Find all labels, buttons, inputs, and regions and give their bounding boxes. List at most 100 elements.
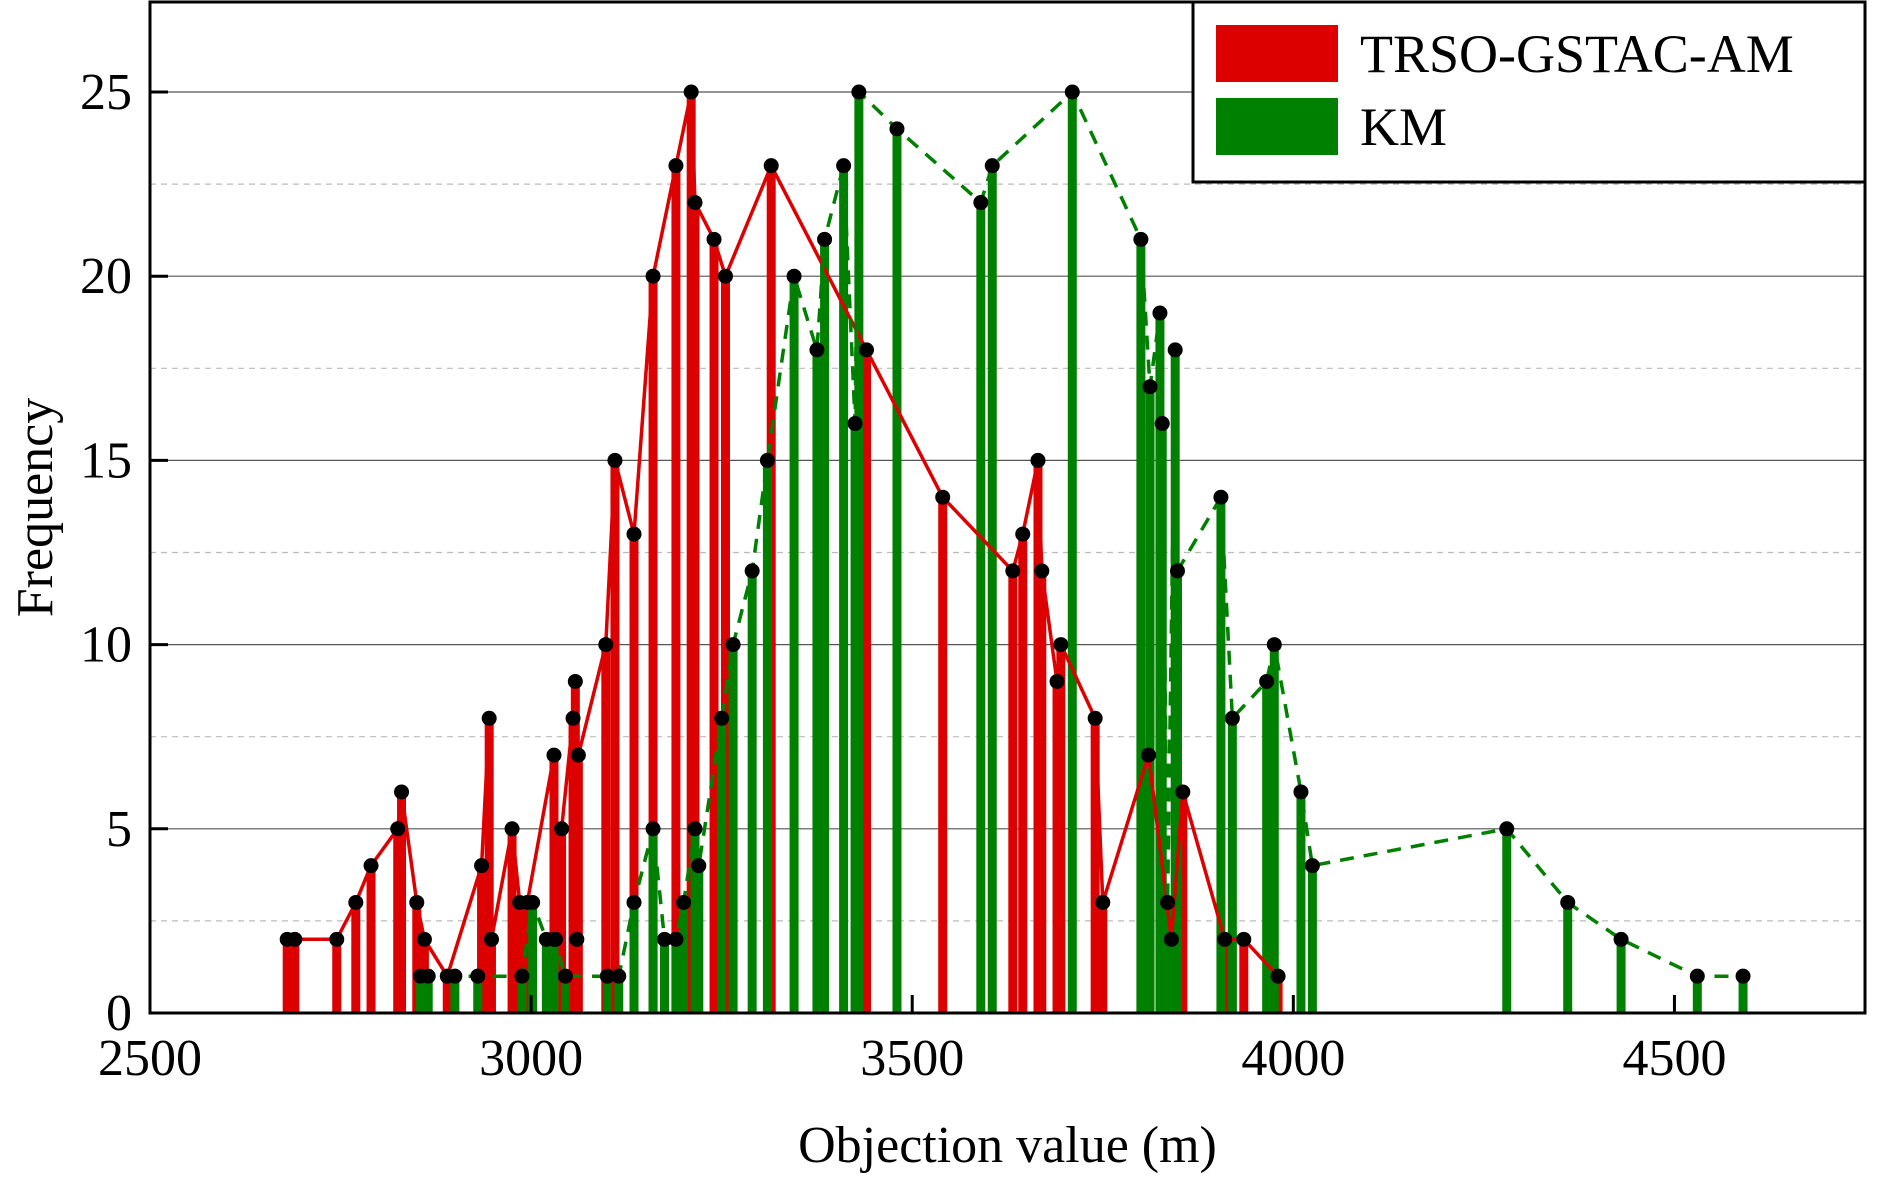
data-point-trso-gstac-am [348, 894, 364, 910]
data-point-km [676, 894, 692, 910]
data-point-km [1160, 894, 1176, 910]
data-point-trso-gstac-am [935, 489, 951, 505]
bar-trso-gstac-am [366, 865, 376, 1013]
legend-label-km: KM [1360, 97, 1447, 157]
bar-trso-gstac-am [332, 939, 342, 1013]
data-point-km [847, 416, 863, 432]
bar-km [602, 976, 612, 1013]
bar-km [1136, 239, 1146, 1014]
data-point-km [611, 968, 627, 984]
data-point-km [420, 968, 436, 984]
data-point-km [691, 858, 707, 874]
bar-km [1616, 939, 1626, 1013]
series-line-trso-gstac-am [287, 90, 1280, 978]
bar-trso-gstac-am [477, 865, 487, 1013]
grid-lines [150, 91, 1865, 922]
data-point-trso-gstac-am [1217, 931, 1233, 947]
legend-swatch-trso-gstac-am [1216, 25, 1338, 82]
bar-trso-gstac-am [442, 976, 452, 1013]
data-point-km [687, 821, 703, 837]
bar-km [1738, 976, 1748, 1013]
bar-km [839, 165, 849, 1013]
x-axis-title: Objection value (m) [798, 1117, 1217, 1174]
bar-km [517, 976, 527, 1013]
bar-km [473, 976, 483, 1013]
bar-km [1157, 423, 1167, 1013]
bar-trso-gstac-am [938, 497, 948, 1013]
bar-km [541, 939, 551, 1013]
data-point-trso-gstac-am [763, 158, 779, 174]
bar-trso-gstac-am [690, 202, 700, 1013]
data-point-trso-gstac-am [481, 710, 497, 726]
bar-km [629, 902, 639, 1013]
bar-trso-gstac-am [1056, 644, 1066, 1013]
data-point-km [525, 894, 541, 910]
bar-km [614, 976, 624, 1013]
data-point-km [1064, 84, 1080, 100]
bar-trso-gstac-am [412, 902, 422, 1013]
data-point-trso-gstac-am [416, 931, 432, 947]
data-point-km [1560, 894, 1576, 910]
bar-km [1145, 386, 1155, 1014]
bar-km [976, 202, 986, 1013]
data-point-trso-gstac-am [626, 526, 642, 542]
bar-trso-gstac-am [397, 791, 407, 1013]
bar-km [1296, 791, 1306, 1013]
bar-trso-gstac-am [1178, 791, 1188, 1013]
bar-km [747, 570, 757, 1013]
data-point-trso-gstac-am [554, 821, 570, 837]
data-point-km [1259, 673, 1275, 689]
data-point-km [470, 968, 486, 984]
data-point-km [1152, 305, 1168, 321]
data-point-trso-gstac-am [1034, 563, 1050, 579]
bar-trso-gstac-am [1018, 534, 1028, 1013]
y-tick-label: 5 [106, 801, 132, 858]
y-axis-title: Frequency [7, 398, 64, 617]
x-tick-label: 3000 [479, 1030, 583, 1087]
bar-km [854, 92, 864, 1013]
data-point-trso-gstac-am [717, 268, 733, 284]
data-point-km [626, 894, 642, 910]
bar-km [648, 828, 658, 1013]
bar-km [1163, 902, 1173, 1013]
data-point-trso-gstac-am [504, 821, 520, 837]
data-point-km [759, 452, 775, 468]
bar-km [762, 460, 772, 1013]
data-point-trso-gstac-am [1053, 637, 1069, 653]
y-tick-label: 10 [80, 617, 132, 674]
x-tick-label: 4500 [1622, 1030, 1726, 1087]
data-point-trso-gstac-am [1049, 673, 1065, 689]
bar-trso-gstac-am [648, 276, 658, 1013]
data-points [279, 84, 1751, 984]
data-point-km [809, 342, 825, 358]
data-point-trso-gstac-am [567, 673, 583, 689]
legend-swatch-km [1216, 98, 1338, 155]
bar-km [450, 976, 460, 1013]
data-point-km [1167, 342, 1183, 358]
data-point-km [546, 931, 562, 947]
data-point-km [447, 968, 463, 984]
data-point-trso-gstac-am [668, 158, 684, 174]
bar-km [694, 865, 704, 1013]
data-point-km [714, 710, 730, 726]
bar-km [423, 976, 433, 1013]
bar-km [1216, 497, 1226, 1013]
data-point-trso-gstac-am [645, 268, 661, 284]
y-tick-label: 15 [80, 432, 132, 489]
bar-km [987, 165, 997, 1013]
y-tick-label: 20 [80, 248, 132, 305]
data-point-trso-gstac-am [569, 931, 585, 947]
data-point-km [786, 268, 802, 284]
data-point-trso-gstac-am [1005, 563, 1021, 579]
data-point-trso-gstac-am [1030, 452, 1046, 468]
data-point-km [889, 121, 905, 137]
data-point-trso-gstac-am [570, 747, 586, 763]
bar-km [717, 718, 727, 1013]
bar-km [671, 939, 681, 1013]
data-point-trso-gstac-am [706, 231, 722, 247]
x-tick-label: 3500 [860, 1030, 964, 1087]
bar-trso-gstac-am [610, 460, 620, 1013]
bar-km [1227, 718, 1237, 1013]
bar-km [679, 902, 689, 1013]
data-point-trso-gstac-am [409, 894, 425, 910]
